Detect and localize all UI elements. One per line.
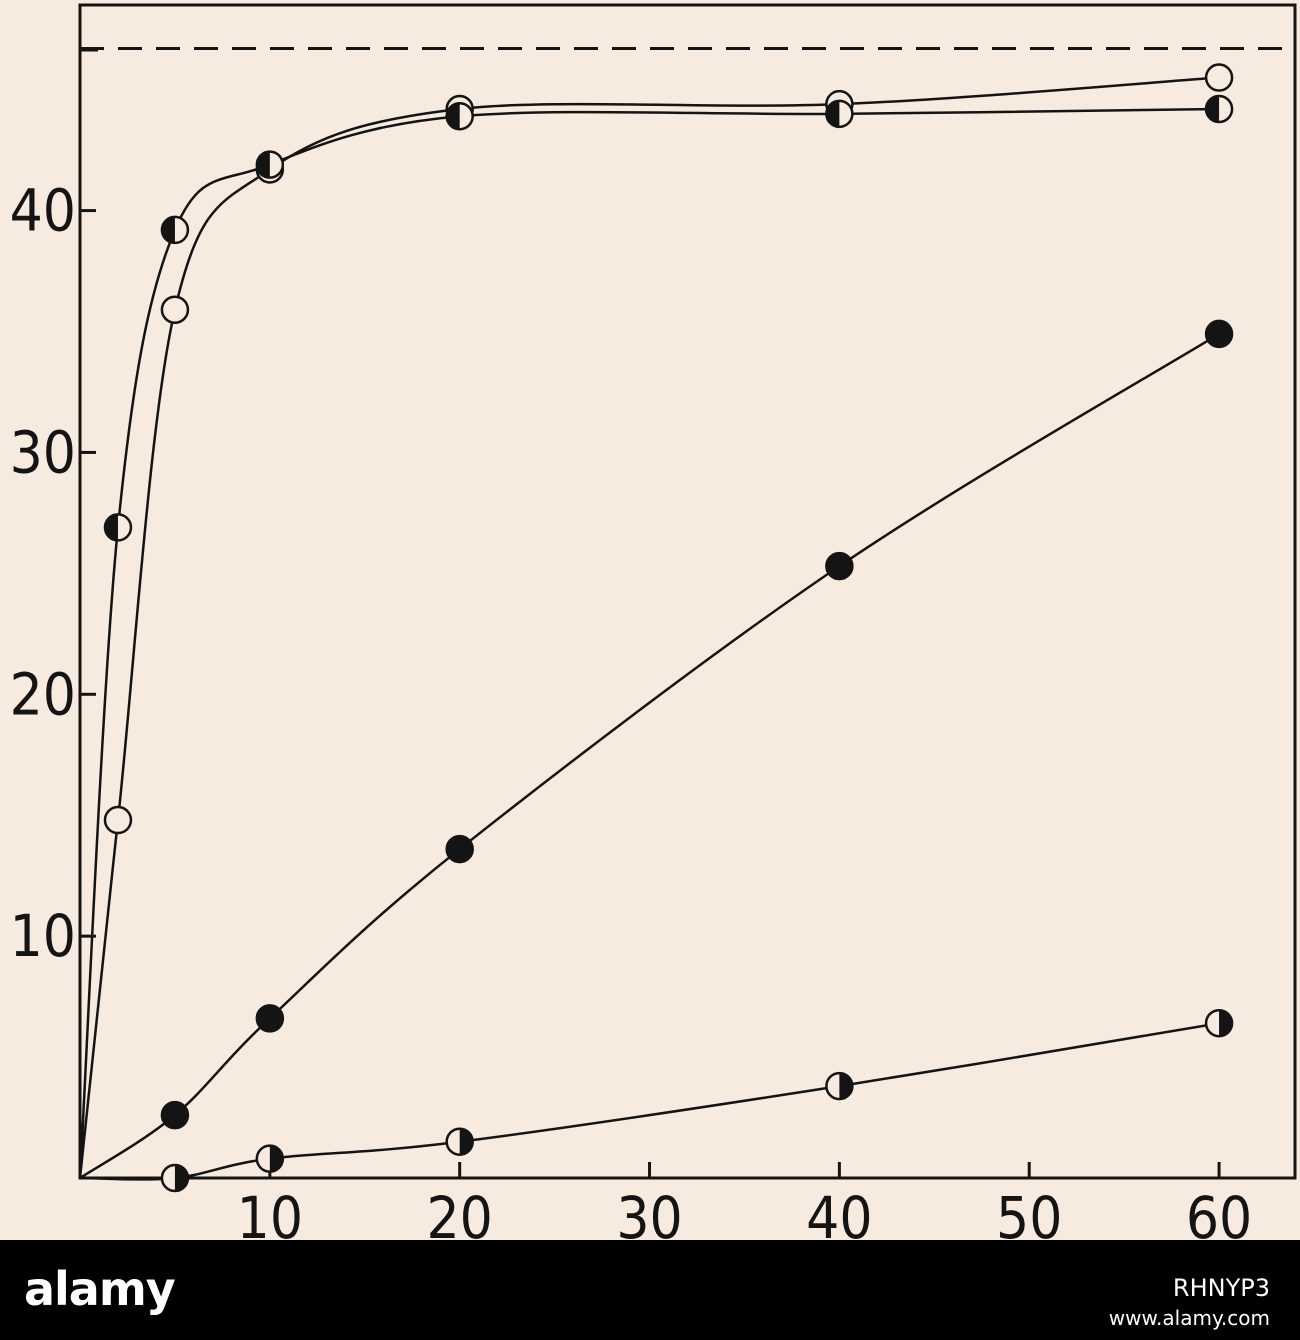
data-point-series-4 [445,1127,474,1156]
chart-canvas: 10 20 30 40 10 20 30 40 50 60 [10,3,1297,1240]
x-tick-label: 60 [1186,1184,1252,1240]
image-id: RHNYP3 [1172,1274,1270,1302]
watermark-logo: alamy [24,1262,176,1316]
x-tick-label: 10 [237,1184,303,1240]
series-line-1 [78,76,1220,1179]
data-point-series-4 [160,1163,190,1193]
data-point-series-3 [255,1004,285,1033]
data-point-series-1 [1204,63,1234,92]
data-point-series-2 [160,215,190,245]
data-point-series-2 [825,99,854,129]
x-tick-label: 50 [996,1184,1062,1240]
data-point-series-4 [825,1071,854,1101]
y-tick-label: 20 [10,660,76,728]
data-point-series-3 [825,551,854,581]
watermark-bar [0,1240,1300,1340]
y-tick-label: 40 [10,177,76,245]
data-point-series-4 [255,1144,285,1173]
watermark-url: www.alamy.com [1108,1306,1270,1330]
data-point-series-3 [160,1100,190,1130]
data-point-series-4 [1204,1008,1234,1038]
y-tick-label: 30 [10,418,76,486]
data-point-series-2 [103,513,133,542]
data-point-series-2 [1204,94,1234,124]
x-tick-label: 30 [616,1184,682,1240]
series-line-2 [78,107,1220,1179]
data-point-series-1 [103,805,133,835]
data-point-series-3 [445,834,474,864]
chart: 10 20 30 40 10 20 30 40 50 60 [10,3,1297,1240]
plot-frame [78,3,1297,1180]
series-line-4 [79,1021,1220,1181]
x-tick-label: 20 [426,1184,492,1240]
data-point-series-2 [255,150,285,179]
data-point-series-2 [445,102,474,131]
x-tick-label: 40 [806,1184,872,1240]
data-point-series-1 [160,295,190,324]
y-tick-label: 10 [10,902,76,970]
data-point-series-3 [1204,319,1234,349]
